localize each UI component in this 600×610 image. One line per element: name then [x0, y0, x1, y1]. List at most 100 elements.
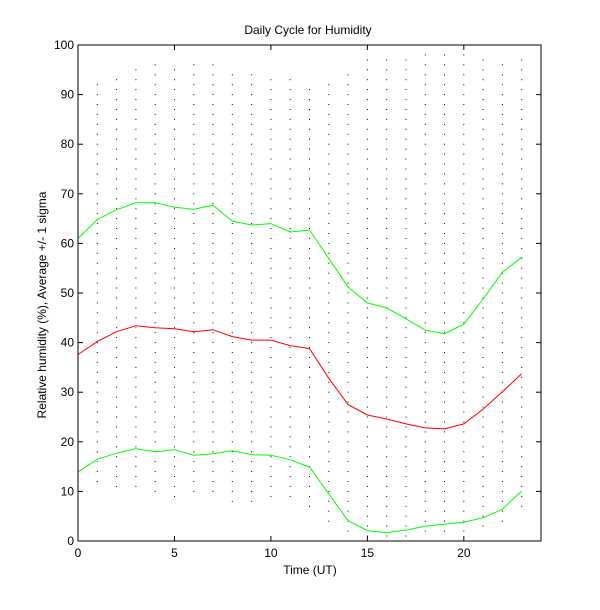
- sample-dot: [116, 456, 118, 458]
- sample-dot: [444, 123, 445, 125]
- sample-dot: [193, 173, 195, 175]
- sample-dot: [501, 262, 503, 264]
- sample-dot: [96, 183, 98, 185]
- sample-dot: [174, 69, 175, 71]
- sample-dot: [212, 223, 214, 225]
- sample-dot: [193, 302, 195, 304]
- sample-dot: [96, 282, 98, 284]
- sample-dot: [174, 257, 175, 259]
- sample-dot: [501, 193, 503, 195]
- sample-dot: [251, 441, 253, 443]
- sample-dot: [347, 143, 349, 145]
- sample-dot: [116, 466, 118, 468]
- sample-dot: [251, 143, 253, 145]
- sample-dot: [405, 327, 407, 329]
- sample-dot: [405, 59, 407, 61]
- sample-dot: [270, 247, 272, 249]
- sample-dot: [501, 342, 503, 344]
- sample-dot: [405, 247, 407, 249]
- sample-dot: [444, 361, 445, 363]
- sample-dot: [405, 396, 407, 398]
- sample-dot: [386, 386, 388, 388]
- sample-dot: [309, 228, 310, 229]
- sample-dot: [405, 178, 407, 180]
- sample-dot: [482, 69, 484, 71]
- sample-dot: [463, 143, 465, 145]
- sample-dot: [501, 74, 503, 76]
- sample-dot: [270, 79, 272, 81]
- sample-dot: [309, 128, 310, 130]
- sample-dot: [270, 307, 272, 309]
- sample-dot: [193, 401, 195, 403]
- sample-dot: [309, 456, 310, 458]
- sample-dot: [386, 376, 388, 378]
- sample-dot: [424, 490, 426, 492]
- sample-dot: [231, 391, 233, 393]
- sample-dot: [231, 381, 233, 383]
- sample-dot: [405, 99, 407, 101]
- sample-dot: [463, 262, 465, 264]
- sample-dot: [386, 327, 388, 329]
- sample-dot: [424, 143, 426, 145]
- sample-dot: [424, 242, 426, 244]
- sample-dot: [231, 233, 233, 234]
- sample-dot: [96, 242, 98, 244]
- sample-dot: [347, 123, 349, 125]
- sample-dot: [231, 342, 233, 344]
- sample-dot: [444, 54, 445, 56]
- sample-dot: [270, 366, 272, 368]
- sample-dot: [116, 287, 118, 289]
- sample-dot: [386, 267, 388, 269]
- sample-dot: [231, 401, 233, 403]
- sample-dot: [154, 143, 156, 145]
- sample-dot: [135, 99, 137, 101]
- sample-dot: [212, 233, 214, 234]
- sample-dot: [386, 495, 388, 497]
- sample-dot: [251, 490, 253, 492]
- sample-dot: [424, 451, 426, 453]
- sample-dot: [444, 193, 445, 195]
- sample-dot: [96, 401, 98, 403]
- sample-dot: [251, 431, 253, 433]
- sample-dot: [174, 337, 175, 339]
- y-tick-label: 20: [61, 435, 75, 449]
- sample-dot: [328, 342, 330, 344]
- sample-dot: [174, 287, 175, 289]
- sample-dot: [174, 366, 175, 368]
- sample-dot: [251, 203, 253, 205]
- sample-dot: [444, 223, 445, 225]
- sample-dot: [463, 54, 465, 56]
- sample-dot: [231, 451, 233, 453]
- sample-dot: [347, 471, 349, 473]
- sample-dot: [405, 416, 407, 418]
- sample-dot: [231, 481, 233, 482]
- sample-dot: [328, 143, 330, 145]
- sample-dot: [154, 153, 156, 155]
- sample-dot: [405, 366, 407, 368]
- sample-dot: [251, 312, 253, 314]
- sample-dot: [174, 188, 175, 190]
- sample-dot: [482, 366, 484, 368]
- sample-dot: [501, 431, 503, 433]
- sample-dot: [424, 193, 426, 195]
- sample-dot: [424, 262, 426, 264]
- sample-dot: [482, 59, 484, 61]
- sample-dot: [501, 133, 503, 135]
- sample-dot: [154, 371, 156, 373]
- sample-dot: [309, 257, 310, 259]
- sample-dot: [386, 297, 388, 299]
- sample-dot: [386, 257, 388, 259]
- sample-dot: [482, 515, 484, 517]
- sample-dot: [366, 178, 368, 180]
- sample-dot: [328, 163, 330, 165]
- sample-dot: [174, 228, 175, 229]
- sample-dot: [231, 312, 233, 314]
- sample-dot: [193, 163, 195, 165]
- sample-dot: [501, 282, 503, 284]
- sample-dot: [386, 228, 388, 229]
- sample-dot: [347, 302, 349, 304]
- sample-dot: [251, 94, 253, 96]
- sample-dot: [289, 366, 291, 368]
- sample-dot: [309, 307, 310, 309]
- sample-dot: [174, 158, 175, 160]
